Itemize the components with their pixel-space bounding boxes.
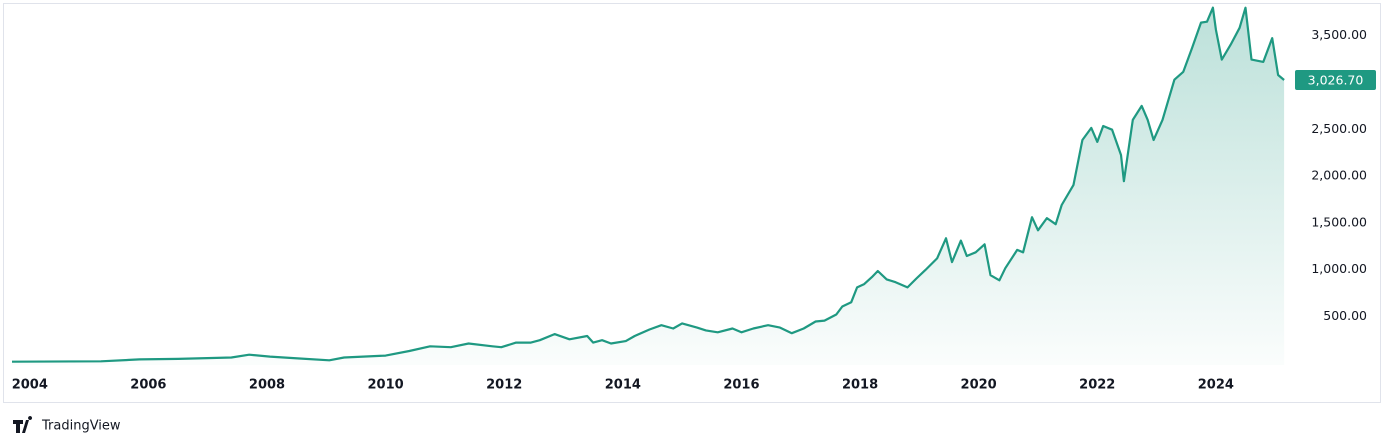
price-line [11, 6, 1285, 363]
x-tick-label: 2008 [249, 378, 285, 393]
x-tick-label: 2014 [605, 378, 641, 393]
x-tick-label: 2018 [842, 378, 878, 393]
x-tick-label: 2024 [1198, 378, 1234, 393]
x-tick-label: 2016 [723, 378, 759, 393]
y-tick-label: 1,000.00 [1311, 261, 1367, 276]
last-value-label: 3,026.70 [1308, 73, 1364, 88]
y-tick-label: 2,500.00 [1311, 121, 1367, 136]
area-fill [12, 7, 1285, 365]
y-tick-label: 3,500.00 [1311, 27, 1367, 42]
last-value-tag [1295, 70, 1376, 91]
y-tick-label: 500.00 [1323, 308, 1367, 323]
x-tick-label: 2010 [368, 378, 404, 393]
y-tick-label: 1,500.00 [1311, 214, 1367, 229]
x-tick-label: 2006 [130, 378, 166, 393]
x-tick-label: 2012 [486, 378, 522, 393]
brand-logo [13, 416, 33, 433]
x-tick-label: 2022 [1079, 378, 1115, 393]
x-tick-label: 2004 [12, 378, 48, 393]
y-tick-label: 2,000.00 [1311, 168, 1367, 183]
chart-frame [3, 3, 1381, 403]
brand-name: TradingView [41, 419, 121, 434]
x-tick-label: 2020 [961, 378, 997, 393]
